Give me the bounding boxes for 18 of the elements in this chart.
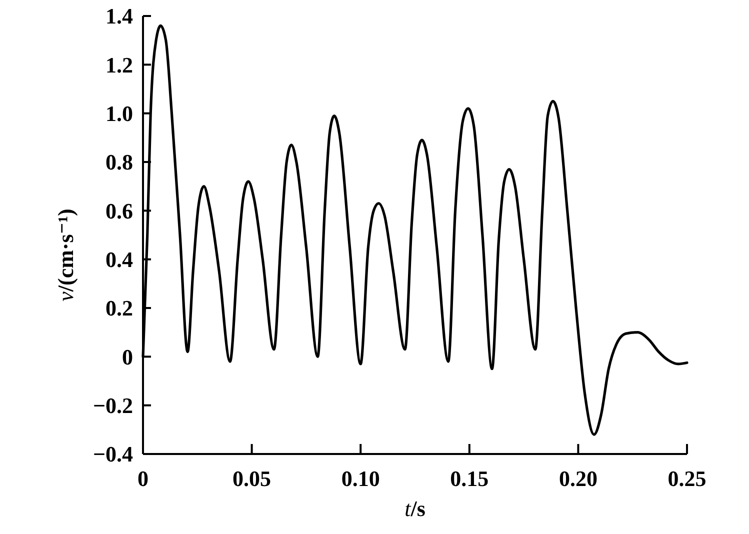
x-tick-label: 0.20 (558, 466, 598, 491)
x-tick-label: 0.15 (450, 466, 489, 491)
y-tick-label: 0 (122, 344, 133, 370)
x-tick-label: 0.10 (341, 466, 380, 491)
y-tick-label: 0.8 (106, 150, 133, 175)
y-tick-label: 1.2 (106, 52, 133, 78)
x-tick-label: 0.25 (668, 466, 706, 491)
y-tick-label: 1.0 (106, 101, 133, 126)
y-axis-title: v/(cm·s⁻¹) (53, 208, 78, 302)
y-tick-label: −0.4 (92, 442, 133, 467)
x-tick-label: 0.05 (232, 466, 272, 491)
x-tick-label: 0 (138, 466, 148, 491)
x-axis-title: t/s (404, 496, 426, 521)
y-tick-label: 0.6 (106, 198, 133, 224)
y-tick-label: 1.4 (106, 4, 133, 29)
y-tick-label: 0.4 (106, 247, 133, 272)
y-tick-label: 0.2 (106, 296, 133, 321)
y-tick-label: −0.2 (92, 393, 133, 418)
